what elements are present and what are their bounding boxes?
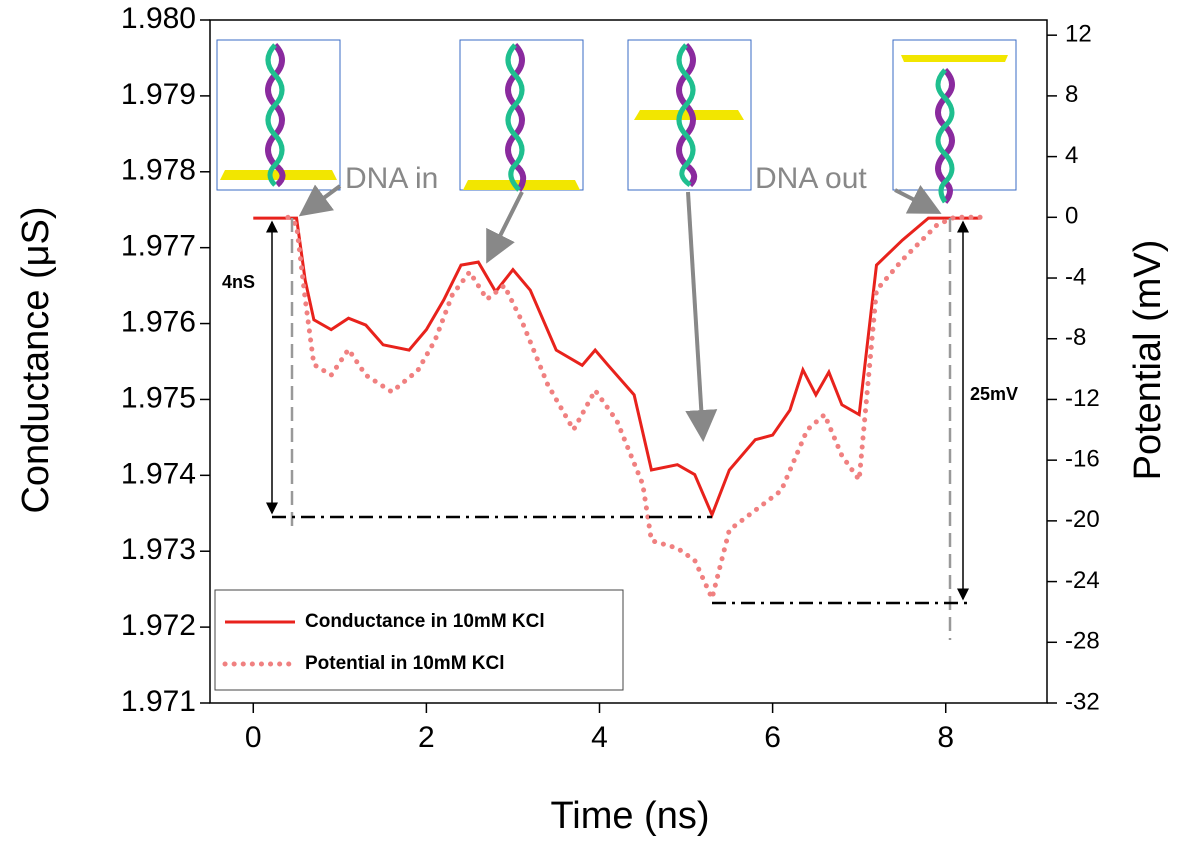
y-axis-label: Conductance (μS) <box>15 206 57 513</box>
y-tick-label: 1.973 <box>121 533 196 566</box>
y-tick-label: 1.980 <box>121 2 196 35</box>
legend: Conductance in 10mM KCl Potential in 10mM… <box>214 589 624 691</box>
legend-label: Potential in 10mM KCl <box>305 653 505 674</box>
x-tick-label: 4 <box>591 721 608 754</box>
y2-tick-label: 12 <box>1065 21 1092 48</box>
x-tick-label: 8 <box>937 721 954 754</box>
y2-tick-label: -8 <box>1065 324 1086 351</box>
y2-tick-label: 8 <box>1065 81 1078 108</box>
y2-axis-label: Potential (mV) <box>1127 240 1169 481</box>
y2-tick-label: 4 <box>1065 142 1078 169</box>
series-line <box>253 216 981 519</box>
y-tick-label: 1.971 <box>121 685 196 718</box>
inset <box>627 39 752 191</box>
x-tick-label: 6 <box>764 721 781 754</box>
legend-box <box>214 589 624 691</box>
y-tick-label: 1.978 <box>121 154 196 187</box>
x-tick-label: 0 <box>245 721 262 754</box>
y-tick-label: 1.972 <box>121 609 196 642</box>
y2-tick-label: -28 <box>1065 628 1100 655</box>
annotation: 4nS <box>222 272 255 292</box>
y2-tick-label: -16 <box>1065 445 1100 472</box>
y-tick-label: 1.977 <box>121 230 196 263</box>
y2-tick-label: -24 <box>1065 567 1100 594</box>
plot-frame <box>209 19 1048 704</box>
guides <box>266 184 969 640</box>
y2-tick-label: -12 <box>1065 385 1100 412</box>
inset <box>459 39 584 192</box>
annotation: DNA in <box>345 162 438 195</box>
y-tick-label: 1.979 <box>121 78 196 111</box>
inset <box>892 39 1017 204</box>
x-axis-label: Time (ns) <box>550 795 709 837</box>
y2-tick-label: 0 <box>1065 203 1078 230</box>
legend-label: Conductance in 10mM KCl <box>305 611 545 632</box>
y-tick-label: 1.975 <box>121 381 196 414</box>
y2-tick-label: -4 <box>1065 263 1086 290</box>
plot-area <box>253 214 983 606</box>
x-tick-label: 2 <box>418 721 435 754</box>
annotation: DNA out <box>755 162 867 195</box>
y-tick-label: 1.974 <box>121 457 196 490</box>
y2-tick-label: -20 <box>1065 506 1100 533</box>
series-line <box>285 214 983 606</box>
annotation: 25mV <box>970 384 1018 404</box>
y2-tick-label: -32 <box>1065 688 1100 715</box>
insets <box>216 39 1017 204</box>
inset <box>216 39 341 191</box>
y-tick-label: 1.976 <box>121 305 196 338</box>
